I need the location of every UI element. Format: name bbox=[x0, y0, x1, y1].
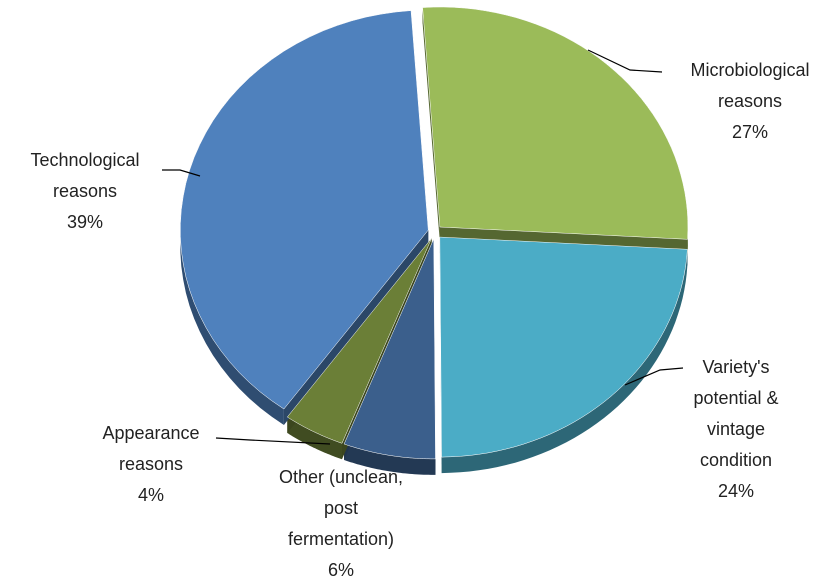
data-label: Appearance reasons 4% bbox=[80, 418, 222, 511]
slice bbox=[422, 6, 689, 240]
category-label: Technological reasons bbox=[30, 150, 140, 201]
leader-line bbox=[162, 169, 201, 177]
category-label: Other (unclean, post fermentation) bbox=[278, 467, 404, 549]
value-label: 4% bbox=[137, 485, 164, 505]
slice-side bbox=[422, 7, 440, 244]
leader-line bbox=[215, 437, 331, 445]
data-label: Technological reasons 39% bbox=[5, 145, 165, 238]
slice-side bbox=[287, 417, 342, 460]
leader-line bbox=[587, 49, 663, 73]
slice bbox=[286, 238, 432, 444]
leader-line bbox=[624, 367, 684, 386]
data-label: Microbiological reasons 27% bbox=[665, 55, 835, 148]
slice bbox=[439, 236, 688, 458]
category-label: Microbiological reasons bbox=[690, 60, 810, 111]
value-label: 6% bbox=[327, 560, 354, 580]
category-label: Appearance reasons bbox=[102, 423, 200, 474]
value-label: 24% bbox=[717, 481, 755, 501]
data-label: Variety's potential & vintage condition 2… bbox=[680, 352, 792, 507]
value-label: 27% bbox=[731, 122, 769, 142]
slice bbox=[343, 238, 436, 460]
category-label: Variety's potential & vintage condition bbox=[693, 357, 779, 470]
slice bbox=[180, 10, 429, 410]
slice-side bbox=[344, 444, 436, 475]
slice-side bbox=[441, 249, 688, 474]
data-label: Other (unclean, post fermentation) 6% bbox=[275, 462, 407, 581]
value-label: 39% bbox=[66, 212, 104, 232]
